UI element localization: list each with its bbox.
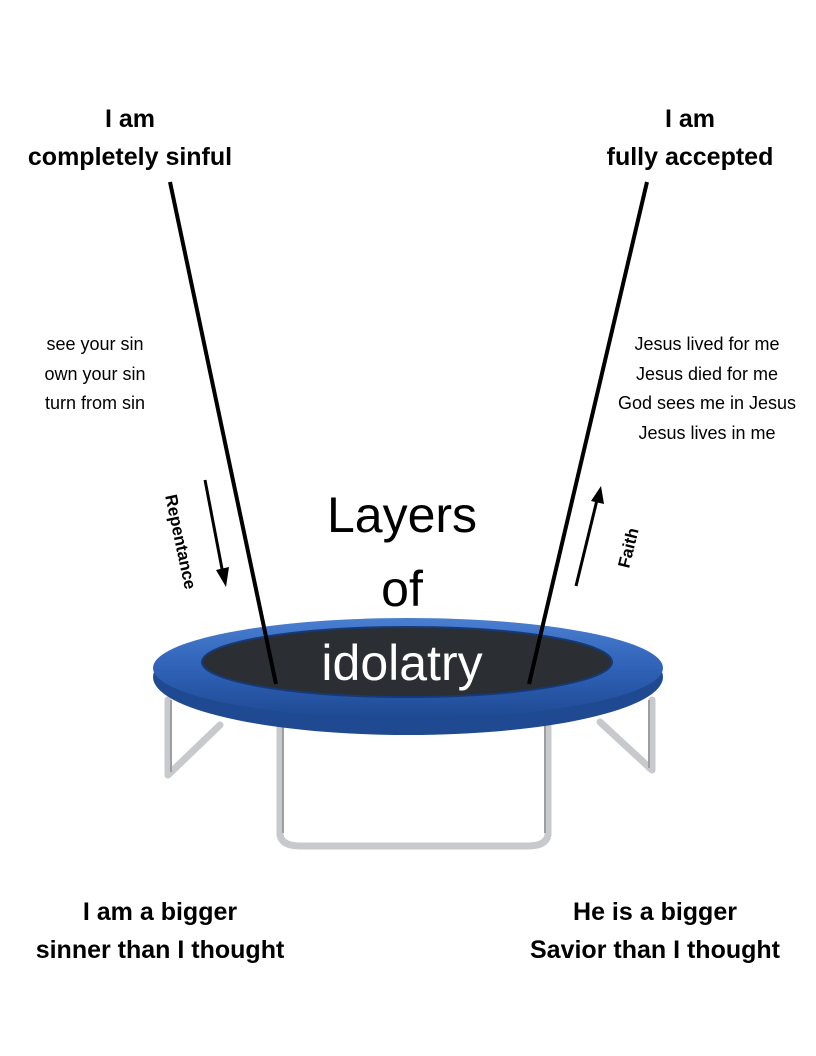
right-step: Jesus lived for me [634, 334, 780, 354]
right-top-heading: I am fully accepted [585, 100, 795, 176]
right-bottom-line1: He is a bigger [573, 898, 737, 926]
right-step: Jesus died for me [635, 363, 779, 384]
left-top-heading: I am completely sinful [15, 100, 245, 176]
right-bottom-line2: Savior than I thought [530, 936, 780, 964]
left-bottom-line2: sinner than I thought [35, 936, 285, 964]
left-step: own your sin [44, 363, 146, 384]
left-top-line2: completely sinful [27, 143, 233, 171]
right-top-line2: fully accepted [606, 143, 774, 171]
repentance-arrow [203, 479, 229, 587]
right-steps-list: Jesus lived for me Jesus died for me God… [598, 330, 816, 448]
right-bottom-statement: He is a bigger Savior than I thought [505, 893, 805, 969]
center-line2: of [381, 561, 423, 617]
center-line1: Layers [326, 487, 478, 543]
center-label: Layers of idolatry [282, 478, 522, 700]
trampoline-frame [164, 696, 656, 850]
trampoline-mat [202, 627, 612, 697]
left-diagonal-line [168, 181, 278, 685]
center-line3: idolatry [321, 635, 483, 691]
right-top-line1: I am [664, 105, 716, 133]
left-step: see your sin [46, 334, 144, 354]
left-top-line1: I am [104, 105, 156, 133]
left-bottom-line1: I am a bigger [82, 898, 238, 926]
right-step: Jesus lives in me [638, 422, 776, 443]
left-steps-list: see your sin own your sin turn from sin [20, 330, 170, 419]
faith-arrow [574, 486, 604, 587]
right-diagonal-line [527, 181, 649, 685]
left-bottom-statement: I am a bigger sinner than I thought [10, 893, 310, 969]
right-step: God sees me in Jesus [617, 393, 797, 413]
left-step: turn from sin [44, 393, 146, 413]
